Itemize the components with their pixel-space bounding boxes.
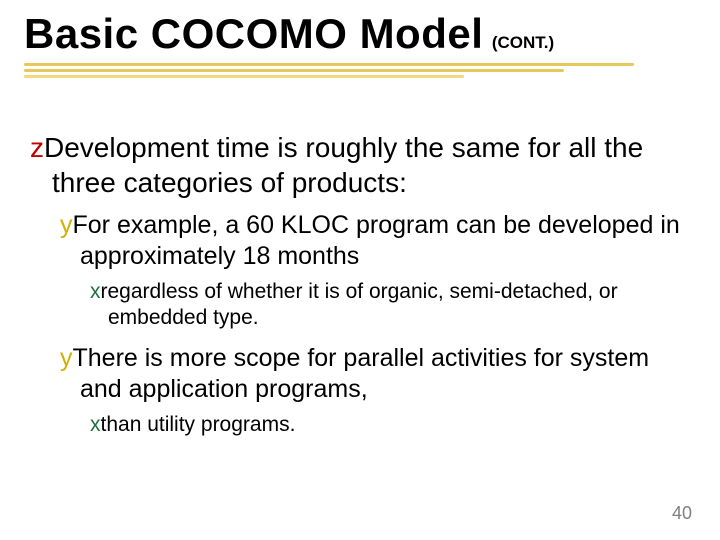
underline-line-3 [24,75,464,78]
bullet-text: There is more scope for parallel activit… [73,344,650,403]
bullet-lvl2: yFor example, a 60 KLOC program can be d… [60,210,690,273]
bullet-text: For example, a 60 KLOC program can be de… [73,211,680,270]
bullet-lvl3: xthan utility programs. [90,412,690,438]
bullet-lvl3: xregardless of whether it is of organic,… [90,279,690,332]
bullet-text: than utility programs. [101,413,296,436]
x-icon: x [90,413,101,436]
slide: Basic COCOMO Model (CONT.) zDevelopment … [0,0,720,540]
bullet-text: regardless of whether it is of organic, … [101,280,618,329]
underline-line-1 [24,63,634,66]
title-block: Basic COCOMO Model (CONT.) [24,10,696,58]
bullet-lvl2: yThere is more scope for parallel activi… [60,343,690,406]
y-icon: y [60,211,73,239]
bullet-text: Development time is roughly the same for… [44,132,643,198]
title-underline [24,63,634,91]
content-body: zDevelopment time is roughly the same fo… [30,130,690,450]
z-icon: z [30,132,44,163]
slide-subtitle: (CONT.) [492,33,554,52]
underline-line-2 [24,69,564,72]
x-icon: x [90,280,101,303]
y-icon: y [60,344,73,372]
bullet-lvl1: zDevelopment time is roughly the same fo… [30,130,690,200]
slide-title: Basic COCOMO Model [24,10,483,57]
page-number: 40 [672,503,692,524]
